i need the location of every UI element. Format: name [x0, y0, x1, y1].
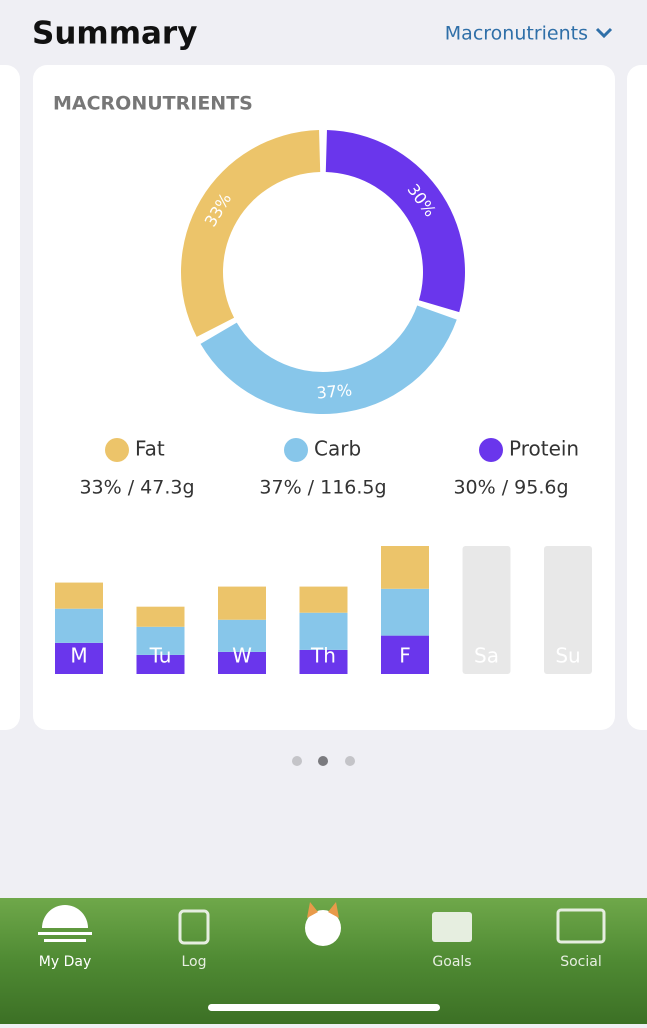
social-icon — [556, 908, 606, 944]
home-indicator — [208, 1004, 440, 1011]
empty-day-placeholder — [544, 546, 592, 674]
bar-segment — [381, 588, 429, 636]
bar-segment — [55, 642, 103, 674]
sun-icon — [42, 905, 88, 928]
goals-icon — [432, 912, 472, 942]
tab-label[interactable]: Social — [560, 954, 602, 970]
bar-segment — [218, 586, 266, 620]
tab-label[interactable]: Goals — [432, 954, 471, 970]
legend-swatch — [105, 438, 129, 462]
bar-segment — [55, 582, 103, 609]
page-dot[interactable] — [292, 756, 302, 766]
donut-segment — [181, 130, 321, 337]
tab-home[interactable] — [305, 902, 341, 946]
donut-segment — [325, 130, 466, 313]
empty-day-placeholder — [462, 546, 511, 674]
log-icon — [178, 909, 210, 945]
bar-segment — [136, 626, 185, 655]
tab-my-day[interactable]: My Day — [38, 905, 92, 970]
day-label: Sa — [474, 644, 499, 668]
tab-label[interactable]: Log — [181, 954, 206, 970]
legend-label: Carb — [314, 437, 361, 461]
day-label: W — [232, 644, 252, 668]
day-label: Th — [310, 644, 336, 668]
cat-ears — [307, 902, 339, 918]
bar-segment — [299, 649, 348, 674]
prev-card[interactable] — [0, 65, 20, 730]
icon-line — [44, 939, 86, 942]
cat-icon — [305, 910, 341, 946]
tab-social[interactable]: Social — [556, 908, 606, 970]
bar-segment — [55, 608, 103, 643]
bar-segment — [299, 586, 348, 613]
legend-detail: 33% / 47.3g — [79, 477, 194, 499]
day-label: Tu — [149, 644, 172, 668]
next-card[interactable] — [627, 65, 647, 730]
legend-swatch — [284, 438, 308, 462]
tab-goals[interactable]: Goals — [432, 912, 472, 970]
donut-segment — [200, 305, 457, 414]
tab-label[interactable]: My Day — [39, 954, 91, 970]
bar-segment — [136, 654, 185, 674]
legend-detail: 30% / 95.6g — [453, 477, 568, 499]
bar-segment — [218, 651, 266, 674]
card-title: MACRONUTRIENTS — [53, 93, 253, 115]
bar-segment — [299, 612, 348, 650]
page-title: Summary — [32, 16, 197, 52]
bar-segment — [381, 546, 429, 589]
day-label: Su — [555, 644, 580, 668]
icon-line — [38, 932, 92, 935]
legend-label: Protein — [509, 437, 579, 461]
page-dot-active[interactable] — [318, 756, 328, 766]
tab-log[interactable]: Log — [178, 909, 210, 970]
day-label: F — [399, 644, 411, 668]
day-label: M — [70, 644, 87, 668]
segment-label: 37% — [316, 380, 353, 402]
legend-label: Fat — [135, 437, 165, 461]
bar-segment — [381, 635, 429, 674]
page-dot[interactable] — [345, 756, 355, 766]
legend-swatch — [479, 438, 503, 462]
chevron-icon[interactable] — [595, 27, 613, 39]
legend-detail: 37% / 116.5g — [259, 477, 386, 499]
bar-segment — [218, 619, 266, 652]
bar-segment — [136, 606, 185, 627]
view-selector[interactable]: Macronutrients — [445, 23, 588, 45]
